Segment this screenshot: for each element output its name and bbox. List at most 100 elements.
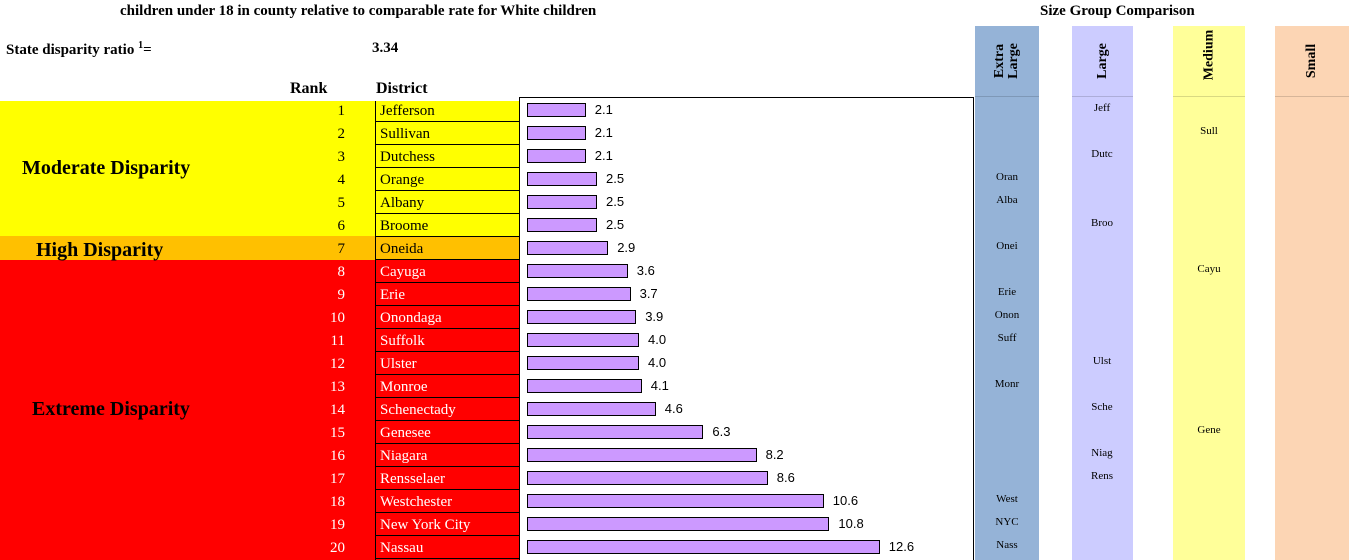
bar-value-label: 8.6 [776,470,795,485]
size-group-abbr: Onei [996,240,1018,252]
row-separator [376,558,519,559]
district-name: Westchester [380,494,453,510]
district-name: Niagara [380,448,428,464]
bar-value-label: 4.1 [650,378,669,393]
district-name: Nassau [380,540,424,556]
bar-value-label: 4.0 [648,355,667,370]
state-ratio-label: State disparity ratio 1= [6,40,152,59]
rank-cell: 15 [330,425,345,441]
moderate-disparity-label: Moderate Disparity [22,157,191,179]
chart-title: children under 18 in county relative to … [120,3,597,19]
district-name: Onondaga [380,310,442,326]
bar-value-label: 4.6 [664,401,683,416]
size-group-abbr: Broo [1091,217,1113,229]
bar-value-label: 3.7 [639,286,658,301]
small-header-text: Small [1303,43,1319,79]
district-name: Cayuga [380,264,426,280]
row-separator [376,305,519,306]
district-left-border [375,101,376,560]
district-name: Suffolk [380,333,425,349]
district-name: Monroe [380,379,428,395]
bar-niagara [527,448,757,462]
medium-column [1173,26,1245,560]
bar-cayuga [527,264,628,278]
rank-cell: 10 [330,310,345,326]
row-separator [376,535,519,536]
bar-ulster [527,356,639,370]
row-separator [376,259,519,260]
size-group-title: Size Group Comparison [1040,3,1195,19]
footnote-marker: 1 [138,40,144,51]
bar-broome [527,218,597,232]
bar-sullivan [527,126,586,140]
bar-orange [527,172,597,186]
bar-new-york-city [527,517,830,531]
bar-genesee [527,425,704,439]
row-separator [376,466,519,467]
bar-suffolk [527,333,639,347]
rank-cell: 1 [337,103,346,119]
rank-cell: 17 [330,471,345,487]
rank-cell: 13 [330,379,345,395]
district-name: Orange [380,172,425,188]
bar-value-label: 2.1 [594,125,613,140]
row-separator [376,397,519,398]
bar-westchester [527,494,824,508]
extra-large-header-text: Extra Large [992,43,1021,79]
row-separator [376,512,519,513]
bar-oneida [527,241,609,255]
row-separator [376,489,519,490]
bar-value-label: 10.6 [832,493,859,508]
size-group-abbr: Erie [997,286,1017,298]
bar-erie [527,287,631,301]
size-group-abbr: Suff [997,332,1017,344]
size-group-abbr: Monr [994,378,1020,390]
district-column-header: District [376,80,428,97]
bar-monroe [527,379,642,393]
bar-value-label: 8.2 [765,447,784,462]
district-name: Genesee [380,425,431,441]
state-ratio-value: 3.34 [372,40,399,56]
large-header-text: Large [1094,43,1110,79]
medium-header-text: Medium [1201,29,1216,81]
district-name: Albany [380,195,425,211]
bar-value-label: 12.6 [888,539,915,554]
rank-cell: 9 [337,287,346,303]
size-group-abbr: Oran [996,171,1018,183]
size-group-abbr: Cayu [1197,263,1221,275]
bar-nassau [527,540,880,554]
size-group-abbr: Gene [1197,424,1221,436]
small-header: Small [1275,26,1349,97]
row-separator [376,443,519,444]
row-separator [376,144,519,145]
extra-large-column [975,26,1039,560]
district-name: Jefferson [380,103,435,119]
rank-cell: 6 [337,218,346,234]
bar-chart-area: 2.1 2.1 2.1 2.5 2.5 2.5 2.9 3.6 3.7 3.9 4.0 4.0 4.1 4… [519,97,974,560]
row-separator [376,351,519,352]
rank-cell: 19 [330,517,345,533]
size-group-abbr: West [996,493,1018,505]
bar-value-label: 2.1 [594,102,613,117]
high-disparity-band [0,236,519,260]
rank-cell: 4 [337,172,346,188]
rank-cell: 18 [330,494,345,510]
large-column [1072,26,1133,560]
bar-jefferson [527,103,586,117]
bar-value-label: 2.5 [606,217,625,232]
district-name: Oneida [380,241,424,257]
district-name: Sullivan [380,126,431,142]
rank-cell: 8 [337,264,346,280]
row-separator [376,236,519,237]
district-name: Schenectady [380,402,456,418]
size-group-abbr: Rens [1091,470,1113,482]
extreme-disparity-label: Extreme Disparity [32,398,190,420]
state-ratio-label-text: State disparity ratio [6,42,135,58]
rank-cell: 14 [330,402,345,418]
bar-rensselaer [527,471,768,485]
district-name: Ulster [380,356,417,372]
row-separator [376,121,519,122]
small-column [1275,26,1349,560]
district-name: Broome [380,218,429,234]
bar-albany [527,195,597,209]
